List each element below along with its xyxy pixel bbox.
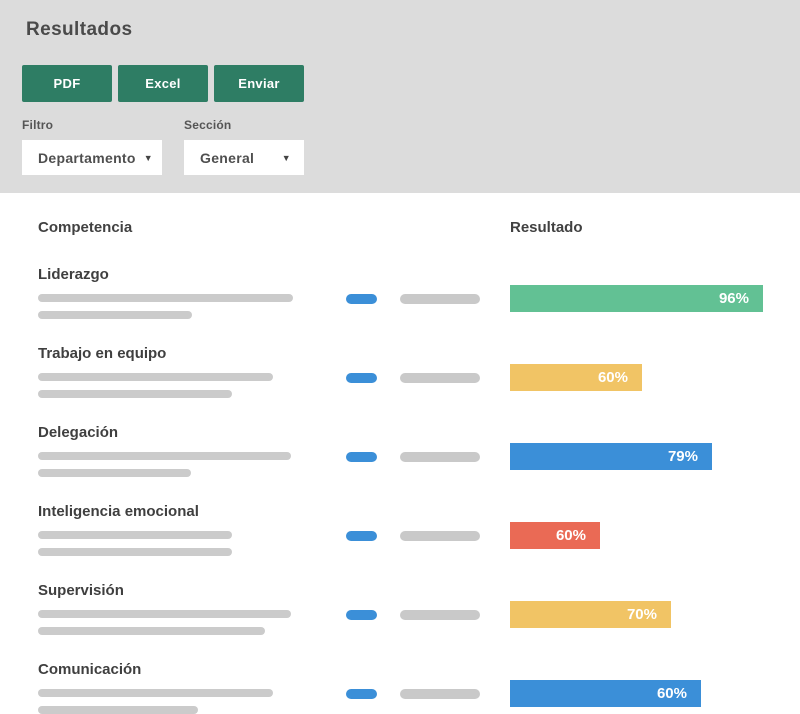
result-bar: 96% — [510, 285, 763, 312]
chevron-down-icon: ▼ — [281, 152, 291, 163]
skeleton-line — [38, 706, 198, 714]
result-value: 60% — [555, 527, 586, 544]
result-bar: 70% — [510, 601, 671, 628]
resultado-column-header: Resultado — [510, 219, 583, 236]
result-row: Trabajo en equipo 60% — [38, 345, 800, 398]
result-value: 96% — [718, 290, 749, 307]
filtro-label: Filtro — [22, 118, 54, 132]
legend-blue-pill — [346, 531, 377, 541]
results-list: Liderazgo 96% Trabajo en equipo — [38, 266, 800, 714]
result-bar: 60% — [510, 680, 701, 707]
competency-name: Supervisión — [38, 582, 124, 599]
legend-blue-pill — [346, 610, 377, 620]
filter-group-filtro: Filtro Departamento ▼ — [22, 118, 184, 175]
result-bar: 79% — [510, 443, 712, 470]
skeleton-line — [38, 548, 232, 556]
filtro-select-value: Departamento — [38, 149, 136, 166]
table-header-row: Competencia Resultado — [38, 219, 800, 236]
skeleton-line — [38, 689, 273, 697]
chevron-down-icon: ▼ — [143, 152, 153, 163]
legend-gray-pill — [400, 689, 480, 699]
excel-button[interactable]: Excel — [118, 65, 208, 102]
legend-blue-pill — [346, 294, 377, 304]
legend-gray-pill — [400, 610, 480, 620]
legend-blue-pill — [346, 689, 377, 699]
skeleton-line — [38, 610, 291, 618]
competency-name: Inteligencia emocional — [38, 503, 199, 520]
legend-gray-pill — [400, 531, 480, 541]
competency-name: Trabajo en equipo — [38, 345, 167, 362]
filtro-select[interactable]: Departamento ▼ — [22, 140, 162, 175]
send-button[interactable]: Enviar — [214, 65, 304, 102]
result-value: 70% — [626, 606, 657, 623]
result-row: Liderazgo 96% — [38, 266, 800, 319]
legend-blue-pill — [346, 373, 377, 383]
result-value: 79% — [667, 448, 698, 465]
competency-name: Comunicación — [38, 661, 142, 678]
results-table: Competencia Resultado Liderazgo 96% Trab… — [0, 193, 800, 714]
skeleton-line — [38, 452, 291, 460]
skeleton-line — [38, 311, 192, 319]
legend-gray-pill — [400, 294, 480, 304]
skeleton-line — [38, 531, 232, 539]
result-bar: 60% — [510, 364, 642, 391]
export-buttons: PDF Excel Enviar — [22, 65, 774, 102]
seccion-select-value: General — [200, 149, 255, 166]
skeleton-line — [38, 373, 273, 381]
result-row: Comunicación 60% — [38, 661, 800, 714]
skeleton-line — [38, 627, 265, 635]
legend-blue-pill — [346, 452, 377, 462]
pdf-button[interactable]: PDF — [22, 65, 112, 102]
result-row: Supervisión 70% — [38, 582, 800, 635]
legend-gray-pill — [400, 373, 480, 383]
result-row: Delegación 79% — [38, 424, 800, 477]
competencia-column-header: Competencia — [38, 219, 133, 236]
seccion-select[interactable]: General ▼ — [184, 140, 304, 175]
result-bar: 60% — [510, 522, 600, 549]
legend-gray-pill — [400, 452, 480, 462]
skeleton-line — [38, 390, 232, 398]
header-panel: Resultados PDF Excel Enviar Filtro Depar… — [0, 0, 800, 193]
competency-name: Delegación — [38, 424, 119, 441]
filter-bar: Filtro Departamento ▼ Sección General ▼ — [22, 118, 774, 175]
skeleton-line — [38, 294, 293, 302]
result-row: Inteligencia emocional 60% — [38, 503, 800, 556]
page-title: Resultados — [26, 19, 133, 40]
seccion-label: Sección — [184, 118, 232, 132]
competency-name: Liderazgo — [38, 266, 109, 283]
filter-group-seccion: Sección General ▼ — [184, 118, 304, 175]
result-value: 60% — [656, 685, 687, 702]
skeleton-line — [38, 469, 191, 477]
result-value: 60% — [597, 369, 628, 386]
